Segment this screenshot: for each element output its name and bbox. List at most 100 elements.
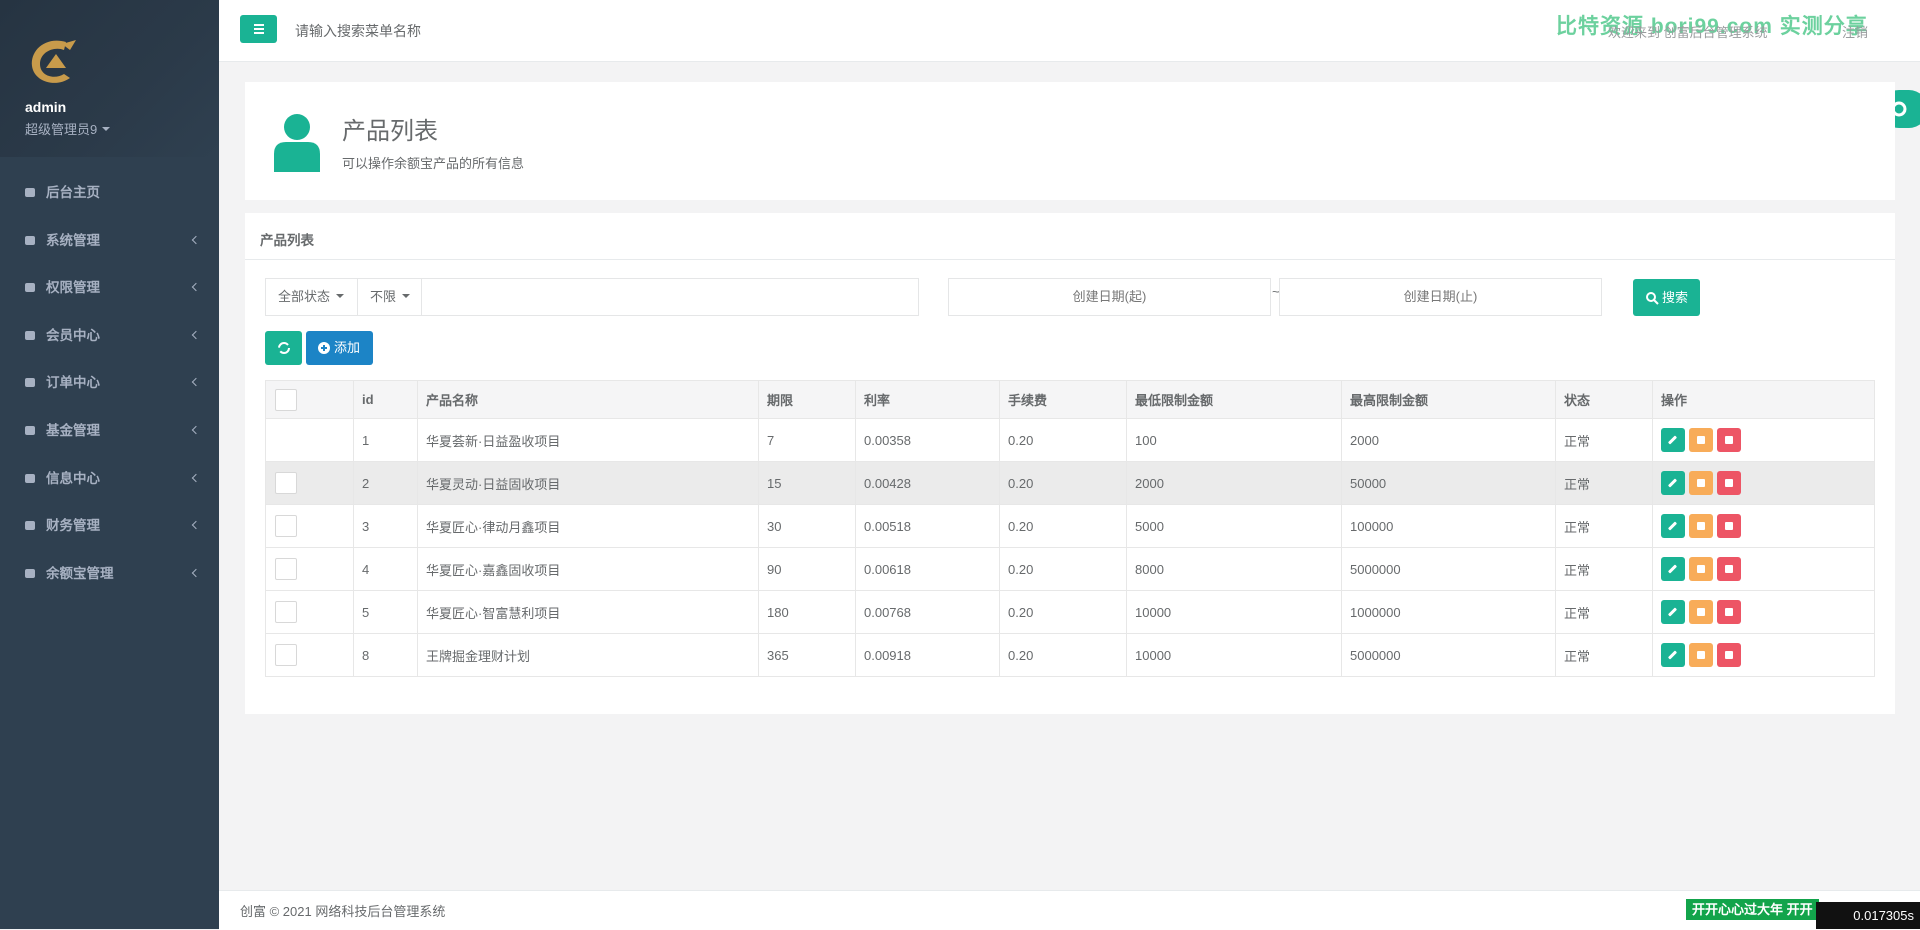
- column-header: id: [353, 380, 418, 419]
- row-checkbox[interactable]: [275, 515, 297, 537]
- disable-button[interactable]: [1689, 514, 1713, 538]
- column-header: 手续费: [999, 380, 1127, 419]
- search-icon: [1646, 292, 1659, 305]
- menu-item[interactable]: 订单中心: [0, 359, 219, 406]
- search-button[interactable]: 搜索: [1633, 279, 1700, 316]
- disable-button[interactable]: [1689, 428, 1713, 452]
- table-cell: 正常: [1555, 504, 1653, 548]
- table-row: 3 华夏匠心·律动月鑫项目 30 0.00518 0.20 5000 100000 正常: [265, 504, 1875, 548]
- menu-item[interactable]: 财务管理: [0, 502, 219, 549]
- table-cell: 5000000: [1341, 547, 1556, 591]
- menu-item[interactable]: 权限管理: [0, 264, 219, 311]
- menu-label: 余额宝管理: [46, 565, 114, 581]
- select-all-cell: [265, 380, 354, 419]
- table-cell: 华夏荟新·日益盈收项目: [417, 418, 759, 462]
- table-body: 1 华夏荟新·日益盈收项目 7 0.00358 0.20 100 2000 正常 2 华夏灵动·日…: [265, 418, 1875, 677]
- table-cell: 0.00518: [855, 504, 1000, 548]
- menu-item[interactable]: 后台主页: [0, 169, 219, 216]
- menu-item[interactable]: 系统管理: [0, 217, 219, 264]
- delete-button[interactable]: [1717, 428, 1741, 452]
- edit-button[interactable]: [1661, 514, 1685, 538]
- table-cell: 正常: [1555, 461, 1653, 505]
- column-header: 利率: [855, 380, 1000, 419]
- actions-cell: [1652, 461, 1875, 505]
- panel-title: 产品列表: [260, 233, 314, 248]
- row-checkbox[interactable]: [275, 601, 297, 623]
- table-cell: 10000: [1126, 633, 1342, 677]
- menu-icon: [25, 426, 35, 435]
- menu-icon: [25, 330, 35, 340]
- menu-arrow: [191, 473, 201, 482]
- menu-label: 信息中心: [46, 470, 100, 486]
- limit-select[interactable]: 不限: [357, 278, 422, 316]
- edit-button[interactable]: [1661, 471, 1685, 495]
- delete-button[interactable]: [1717, 471, 1741, 495]
- edit-button[interactable]: [1661, 557, 1685, 581]
- table-cell: 正常: [1555, 633, 1653, 677]
- menu-item[interactable]: 基金管理: [0, 407, 219, 454]
- menu-item[interactable]: 余额宝管理: [0, 550, 219, 597]
- refresh-button[interactable]: [265, 331, 302, 365]
- menu-item[interactable]: 会员中心: [0, 312, 219, 359]
- delete-button[interactable]: [1717, 643, 1741, 667]
- table-cell: 0.20: [999, 547, 1127, 591]
- row-checkbox[interactable]: [275, 558, 297, 580]
- logo: [31, 40, 76, 83]
- product-table: id 产品名称 期限 利率 手续费 最低限制金额 最高限制金额 状态 操作 1 华夏荟新·日益盈收…: [265, 380, 1875, 677]
- page-header: [245, 82, 1895, 200]
- date-end-input[interactable]: 创建日期(止): [1279, 278, 1602, 316]
- logout-link[interactable]: 注销: [1842, 25, 1869, 40]
- table-cell: 0.20: [999, 590, 1127, 634]
- edit-button[interactable]: [1661, 600, 1685, 624]
- menu-search[interactable]: 请输入搜索菜单名称: [295, 23, 421, 39]
- delete-button[interactable]: [1717, 557, 1741, 581]
- table-cell: 5: [353, 590, 418, 634]
- date-start-input[interactable]: 创建日期(起): [948, 278, 1271, 316]
- menu-arrow: [191, 235, 201, 244]
- actions-cell: [1652, 590, 1875, 634]
- watermark: 比特资源 bori99.com 实测分享: [1556, 15, 1868, 38]
- select-all-checkbox[interactable]: [275, 388, 297, 411]
- table-cell: 7: [758, 418, 856, 462]
- add-button[interactable]: 添加: [306, 331, 373, 365]
- table-cell: 15: [758, 461, 856, 505]
- disable-button[interactable]: [1689, 600, 1713, 624]
- disable-button[interactable]: [1689, 643, 1713, 667]
- status-select[interactable]: 全部状态: [265, 278, 358, 316]
- delete-button[interactable]: [1717, 514, 1741, 538]
- menu-toggle[interactable]: [240, 15, 277, 43]
- table-cell: 90: [758, 547, 856, 591]
- row-checkbox[interactable]: [275, 472, 297, 494]
- column-header: 期限: [758, 380, 856, 419]
- table-cell: 4: [353, 547, 418, 591]
- table-row: 4 华夏匠心·嘉鑫固收项目 90 0.00618 0.20 8000 5000000 正常: [265, 547, 1875, 591]
- edit-button[interactable]: [1661, 428, 1685, 452]
- actions-cell: [1652, 547, 1875, 591]
- disable-button[interactable]: [1689, 557, 1713, 581]
- add-icon: [318, 342, 330, 354]
- add-label: 添加: [334, 340, 361, 355]
- table-cell: 0.00358: [855, 418, 1000, 462]
- table-cell: 0.20: [999, 461, 1127, 505]
- menu-icon: [25, 568, 35, 578]
- delete-button[interactable]: [1717, 600, 1741, 624]
- role-dropdown[interactable]: 超级管理员9: [25, 119, 110, 138]
- table-cell: 180: [758, 590, 856, 634]
- menu-item[interactable]: 信息中心: [0, 455, 219, 502]
- table-cell: 华夏灵动·日益固收项目: [417, 461, 759, 505]
- table-row: 8 王牌掘金理财计划 365 0.00918 0.20 10000 5000000 正常: [265, 633, 1875, 677]
- edit-button[interactable]: [1661, 643, 1685, 667]
- table-cell: 0.20: [999, 633, 1127, 677]
- table-cell: 0.00618: [855, 547, 1000, 591]
- disable-button[interactable]: [1689, 471, 1713, 495]
- menu-icon: [25, 235, 35, 245]
- table-cell: 30: [758, 504, 856, 548]
- divider: [245, 259, 1895, 260]
- column-header: 状态: [1555, 380, 1653, 419]
- table-cell: 5000: [1126, 504, 1342, 548]
- menu-label: 基金管理: [46, 423, 100, 438]
- row-checkbox[interactable]: [275, 644, 297, 666]
- topbar: [219, 0, 1920, 62]
- table-cell: 0.00768: [855, 590, 1000, 634]
- table-header: id 产品名称 期限 利率 手续费 最低限制金额 最高限制金额 状态 操作: [265, 380, 1875, 419]
